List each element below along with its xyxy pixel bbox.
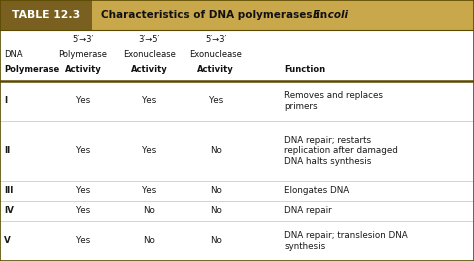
- Text: Polymerase: Polymerase: [58, 50, 108, 59]
- Text: DNA repair; translesion DNA
synthesis: DNA repair; translesion DNA synthesis: [284, 231, 408, 251]
- Text: Function: Function: [284, 65, 326, 74]
- Text: Polymerase: Polymerase: [4, 65, 59, 74]
- Bar: [0, 201, 474, 221]
- Text: Exonuclease: Exonuclease: [123, 50, 176, 59]
- Text: Characteristics of DNA polymerases in: Characteristics of DNA polymerases in: [101, 10, 331, 20]
- Bar: [0, 0, 92, 30]
- Text: E. coli: E. coli: [313, 10, 348, 20]
- Text: No: No: [210, 236, 222, 246]
- Text: 5′→3′: 5′→3′: [72, 35, 94, 44]
- Bar: [0, 81, 474, 121]
- Text: Yes: Yes: [209, 96, 223, 105]
- Text: Activity: Activity: [131, 65, 168, 74]
- Text: No: No: [210, 146, 222, 156]
- Text: Yes: Yes: [76, 146, 90, 156]
- Text: Activity: Activity: [64, 65, 101, 74]
- Text: 5′→3′: 5′→3′: [205, 35, 227, 44]
- Text: Yes: Yes: [76, 96, 90, 105]
- Text: IV: IV: [4, 206, 14, 216]
- Bar: [0, 30, 474, 81]
- Text: I: I: [4, 96, 7, 105]
- Text: Yes: Yes: [76, 236, 90, 246]
- Bar: [0, 121, 474, 181]
- Text: Exonuclease: Exonuclease: [189, 50, 242, 59]
- Text: Yes: Yes: [142, 96, 156, 105]
- Text: No: No: [143, 206, 155, 216]
- Text: No: No: [210, 186, 222, 195]
- Text: V: V: [4, 236, 10, 246]
- Text: Yes: Yes: [76, 186, 90, 195]
- Text: Elongates DNA: Elongates DNA: [284, 186, 350, 195]
- Bar: [0, 221, 474, 261]
- Text: DNA: DNA: [4, 50, 22, 59]
- Text: Yes: Yes: [142, 186, 156, 195]
- Text: Yes: Yes: [142, 146, 156, 156]
- Text: No: No: [143, 236, 155, 246]
- Text: No: No: [210, 206, 222, 216]
- Text: Removes and replaces
primers: Removes and replaces primers: [284, 91, 383, 111]
- Text: II: II: [4, 146, 10, 156]
- Bar: [0, 181, 474, 201]
- Text: DNA repair: DNA repair: [284, 206, 332, 216]
- Text: 3′→5′: 3′→5′: [138, 35, 160, 44]
- Bar: [0, 0, 474, 30]
- Text: III: III: [4, 186, 13, 195]
- Text: DNA repair; restarts
replication after damaged
DNA halts synthesis: DNA repair; restarts replication after d…: [284, 136, 398, 166]
- Text: TABLE 12.3: TABLE 12.3: [12, 10, 80, 20]
- Text: Activity: Activity: [197, 65, 234, 74]
- Text: Yes: Yes: [76, 206, 90, 216]
